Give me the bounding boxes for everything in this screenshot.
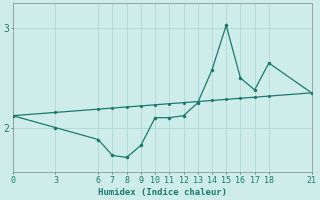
X-axis label: Humidex (Indice chaleur): Humidex (Indice chaleur)	[98, 188, 227, 197]
